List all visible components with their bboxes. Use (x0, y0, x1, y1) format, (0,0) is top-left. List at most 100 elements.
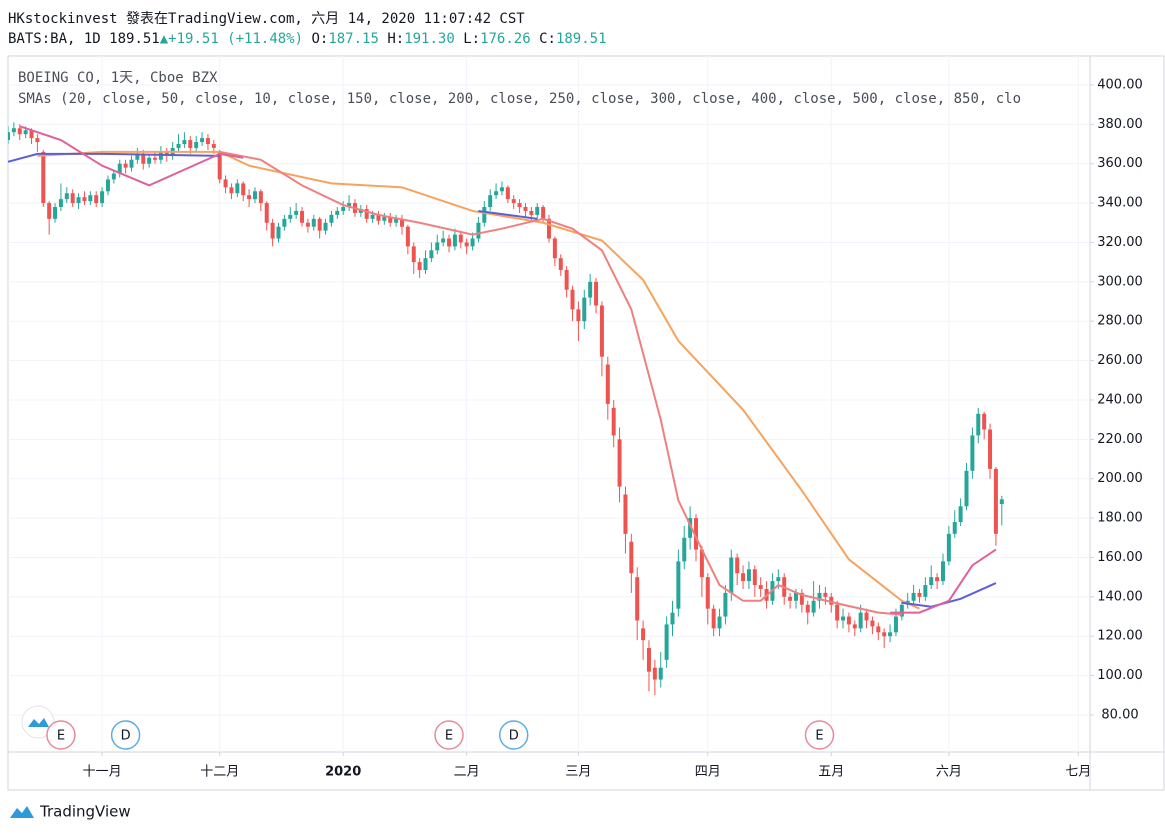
candle-body (741, 573, 746, 582)
grid (8, 56, 1090, 752)
x-tick-label: 三月 (565, 765, 591, 780)
candle-body (952, 522, 957, 534)
candle-body (882, 632, 887, 637)
candle-body (870, 620, 875, 627)
candle-body (623, 494, 628, 534)
candle-body (664, 624, 669, 660)
candle-body (511, 199, 516, 204)
candle-body (970, 435, 975, 471)
candle-body (8, 132, 10, 141)
candle-body (429, 250, 434, 259)
candle-body (458, 234, 463, 243)
sma-line (19, 125, 244, 187)
candle-body (582, 297, 587, 322)
candle-body (405, 226, 410, 247)
y-tick-label: 320.00 (1097, 235, 1143, 250)
candle-body (993, 468, 998, 534)
candle-body (88, 195, 93, 202)
candle-body (388, 216, 393, 223)
open-label: O: (311, 31, 329, 47)
sma-line (8, 152, 220, 163)
candle-body (646, 648, 651, 672)
candle-body (41, 151, 46, 204)
candle-body (694, 518, 699, 550)
candle-body (364, 208, 369, 219)
candle-body (858, 612, 863, 629)
candle-body (217, 151, 222, 180)
sma-line (478, 209, 538, 220)
legend-clip: SMAs (20, close, 50, close, 10, close, 1… (18, 91, 1021, 107)
tv-logo (10, 806, 34, 818)
candle-body (588, 281, 593, 298)
candle-body (923, 585, 928, 597)
candle-body (252, 191, 257, 200)
y-tick-label: 200.00 (1097, 471, 1143, 486)
candle-body (805, 604, 810, 613)
candle-body (70, 193, 75, 204)
high-label: H: (387, 31, 405, 47)
candle-body (205, 138, 210, 145)
candle-body (576, 309, 581, 322)
x-tick-label: 十一月 (83, 765, 122, 780)
candle-body (976, 413, 981, 436)
candle-body (47, 203, 52, 219)
y-tick-label: 260.00 (1097, 353, 1143, 368)
candle-body (917, 592, 922, 597)
candle-body (676, 561, 681, 609)
candle-body (535, 207, 540, 215)
candle-body (411, 246, 416, 263)
y-tick-label: 80.00 (1101, 707, 1138, 722)
candle-body (229, 187, 234, 194)
candle-body (53, 207, 58, 219)
candle-body (711, 608, 716, 629)
y-tick-label: 140.00 (1097, 589, 1143, 604)
candle-body (147, 157, 152, 164)
candle-body (347, 203, 352, 208)
candle-body (670, 612, 675, 625)
candle-body (241, 183, 246, 196)
candle-body (58, 199, 63, 208)
candle-body (164, 151, 169, 156)
candle-body (264, 203, 269, 223)
candle-body (964, 470, 969, 507)
candle-body (988, 429, 993, 469)
x-tick-label: 2020 (325, 765, 361, 780)
quote-line: BATS:BA, 1D 189.51▲+19.51 (+11.48%) O:18… (8, 31, 607, 47)
candle-body (441, 238, 446, 243)
candle-body (629, 541, 634, 574)
candle-body (758, 585, 763, 589)
x-tick-label: 四月 (695, 765, 721, 780)
y-tick-label: 280.00 (1097, 314, 1143, 329)
candle-body (82, 197, 87, 202)
event-marker (110, 720, 141, 750)
candle-body (305, 222, 310, 227)
candle-body (888, 632, 893, 637)
y-tick-label: 100.00 (1097, 668, 1143, 683)
event-label: D (509, 729, 519, 744)
tv-badge (21, 705, 55, 739)
candle-body (270, 222, 275, 239)
candle-body (182, 140, 187, 145)
candle-body (517, 203, 522, 208)
x-tick-label: 十二月 (200, 765, 239, 780)
candle-body (729, 557, 734, 593)
candle-body (300, 210, 305, 223)
plot (8, 122, 1004, 696)
candle-body (658, 667, 663, 680)
low-value: 176.26 (480, 31, 531, 47)
candle-body (564, 270, 569, 290)
x-tick-label: 七月 (1065, 765, 1091, 780)
x-tick-label: 六月 (936, 765, 962, 780)
y-tick-label: 240.00 (1097, 392, 1143, 407)
candle-body (394, 218, 399, 223)
y-tick-label: 400.00 (1097, 77, 1143, 92)
candle-body (852, 624, 857, 629)
candle-body (829, 596, 834, 605)
candle-body (946, 533, 951, 562)
candle-body (11, 128, 16, 133)
last-price: 189.51 (109, 31, 160, 47)
candle-body (793, 592, 798, 601)
candle-body (282, 218, 287, 227)
